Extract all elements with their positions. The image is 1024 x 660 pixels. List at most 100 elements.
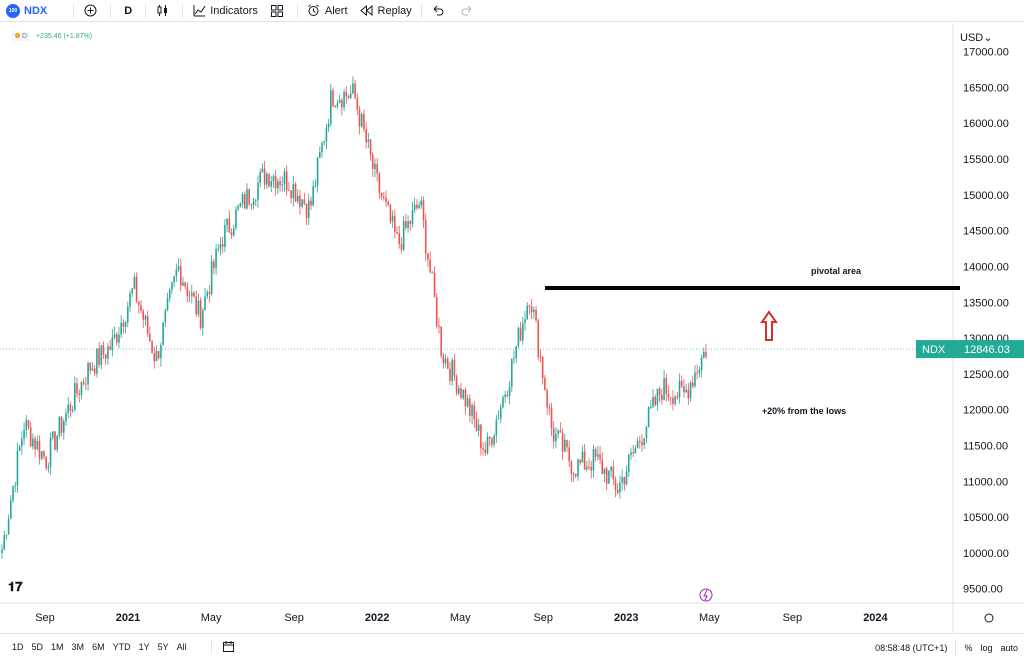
range-button-6m[interactable]: 6M	[92, 642, 105, 652]
last-price-value: 12846.03	[964, 344, 1010, 356]
auto-scale-toggle[interactable]: auto	[1000, 642, 1018, 653]
candle-body	[612, 466, 615, 480]
candle-body	[367, 139, 370, 143]
price-chart[interactable]: 17000.00 16500.00 16000.00 15500.00 15000.00…	[0, 23, 1024, 633]
layout-templates-button[interactable]	[264, 0, 294, 22]
candle-body	[563, 439, 566, 452]
candle-body	[23, 429, 25, 439]
tradingview-logo-icon[interactable]: 𝟏𝟕	[8, 579, 23, 594]
go-to-date-button[interactable]	[222, 640, 234, 654]
up-arrow-icon[interactable]	[760, 310, 778, 341]
interval-button[interactable]: D	[114, 0, 142, 22]
last-price-tag	[916, 340, 1024, 359]
candle-body	[235, 209, 237, 229]
candle-body	[480, 424, 482, 449]
candle-body	[197, 300, 200, 315]
candle-body	[665, 378, 668, 394]
candle-body	[60, 416, 63, 433]
legend-symbol[interactable]: D	[12, 32, 31, 41]
candle-body	[599, 454, 601, 460]
candle-body	[433, 273, 436, 298]
candle-body	[237, 206, 239, 210]
candle-body	[74, 383, 76, 410]
range-button-5d[interactable]: 5D	[31, 642, 44, 652]
undo-button[interactable]	[425, 0, 455, 22]
candle-body	[221, 244, 224, 247]
candle-body	[694, 372, 696, 387]
range-button-1d[interactable]: 1D	[12, 642, 24, 652]
candle-body	[544, 378, 546, 391]
candle-body	[420, 200, 423, 206]
candle-body	[160, 345, 162, 359]
replay-button[interactable]: Replay	[354, 0, 418, 22]
candle-body	[71, 409, 74, 411]
candle-body	[590, 466, 593, 471]
candle-body	[47, 466, 50, 469]
candle-body	[204, 296, 206, 311]
candle-body	[69, 404, 72, 411]
candle-body	[464, 389, 467, 407]
candle-body	[208, 292, 211, 294]
candle-body	[292, 184, 295, 199]
chart-type-button[interactable]	[149, 0, 179, 22]
candle-body	[473, 405, 476, 420]
lows-label[interactable]: +20% from the lows	[762, 406, 846, 416]
candle-body	[5, 534, 8, 536]
currency-label[interactable]: USD⌄	[960, 32, 992, 44]
candles-icon	[155, 4, 169, 18]
candle-body	[131, 288, 134, 294]
candle-body	[310, 200, 312, 206]
candle-body	[323, 141, 326, 143]
candle-body	[270, 181, 273, 187]
price-tick-label: 9500.00	[963, 584, 1003, 596]
range-button-1m[interactable]: 1M	[51, 642, 64, 652]
symbol-search-button[interactable]: 100 NDX	[0, 0, 53, 22]
range-button-all[interactable]: All	[176, 642, 187, 652]
candle-body	[246, 189, 248, 209]
clock-timezone[interactable]: 08:58:48 (UTC+1)	[875, 642, 948, 653]
indicators-button[interactable]: Indicators	[186, 0, 264, 22]
candle-body	[592, 449, 595, 471]
time-tick-label: 2022	[365, 612, 389, 624]
candle-body	[524, 319, 526, 324]
range-button-1y[interactable]: 1Y	[138, 642, 150, 652]
candle-body	[499, 407, 502, 419]
candle-body	[261, 168, 264, 172]
bottom-right-controls: 08:58:48 (UTC+1) % log auto	[875, 634, 1024, 660]
event-icon[interactable]	[699, 588, 713, 602]
settings-gear-icon[interactable]	[984, 613, 994, 623]
candle-body	[25, 420, 28, 430]
candle-body	[330, 90, 332, 124]
candle-body	[574, 474, 577, 477]
candle-body	[149, 333, 151, 342]
candle-body	[219, 244, 222, 249]
candle-body	[669, 397, 672, 399]
percent-scale-toggle[interactable]: %	[964, 642, 973, 653]
alert-button[interactable]: Alert	[301, 0, 354, 22]
candle-body	[394, 215, 396, 233]
candle-body	[281, 184, 284, 186]
candle-body	[133, 276, 136, 289]
range-button-3m[interactable]: 3M	[71, 642, 85, 652]
range-button-ytd[interactable]: YTD	[112, 642, 131, 652]
candle-body	[321, 142, 323, 153]
plus-circle-icon	[83, 4, 97, 18]
candle-body	[14, 485, 17, 487]
candle-body	[398, 233, 401, 245]
candle-body	[58, 416, 61, 436]
compare-symbol-button[interactable]	[77, 0, 107, 22]
toolbar-divider	[420, 3, 422, 18]
candle-body	[449, 368, 451, 382]
log-scale-toggle[interactable]: log	[980, 642, 993, 653]
candle-body	[515, 346, 518, 358]
candle-body	[254, 199, 257, 201]
candle-body	[290, 190, 292, 199]
redo-button[interactable]	[455, 0, 485, 22]
candle-body	[466, 398, 469, 407]
candle-body	[506, 394, 509, 396]
candle-body	[102, 345, 105, 355]
candle-body	[27, 420, 30, 427]
range-button-5y[interactable]: 5Y	[157, 642, 169, 652]
candle-body	[358, 109, 361, 127]
pivot-label[interactable]: pivotal area	[811, 266, 862, 276]
